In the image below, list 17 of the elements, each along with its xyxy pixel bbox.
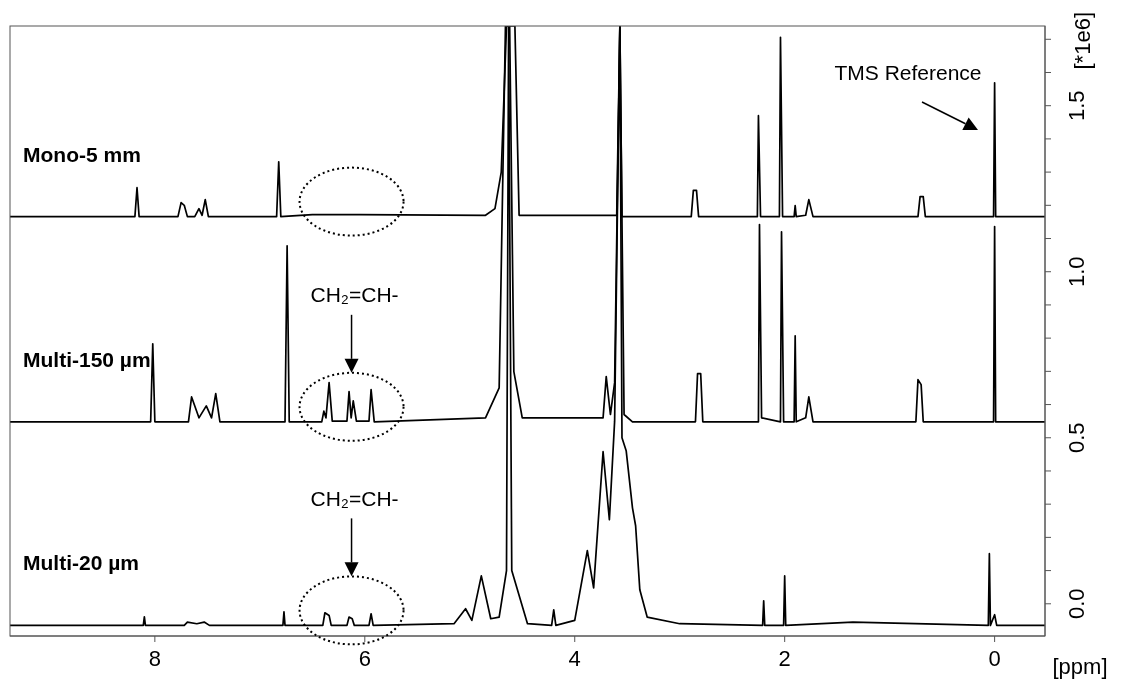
x-tick-label: 4 (568, 646, 581, 671)
x-tick-label: 2 (778, 646, 791, 671)
annotation: CH₂=CH- (310, 283, 399, 307)
y-tick-label: 1.5 (1064, 90, 1090, 121)
x-tick-label: 6 (358, 646, 371, 671)
series-label: Multi-150 µm (23, 347, 151, 371)
x-tick-label: 8 (148, 646, 161, 671)
y-axis-title: [*1e6] (1069, 12, 1095, 70)
y-tick-label: 0.5 (1064, 422, 1090, 454)
x-tick-label: 0 (988, 646, 1001, 671)
x-axis-title: [ppm] (1052, 654, 1108, 679)
y-tick-label: 0.0 (1064, 588, 1090, 620)
series-label: Mono-5 mm (23, 142, 141, 166)
annotation: TMS Reference (834, 60, 982, 84)
text: Multi-20 µm (23, 551, 139, 575)
y-tick-label: 1.0 (1064, 256, 1090, 288)
annotation: CH₂=CH- (310, 486, 399, 510)
